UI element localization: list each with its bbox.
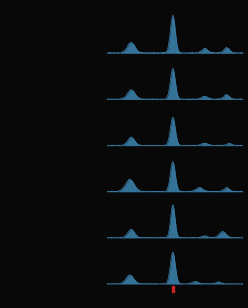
Bar [172, 286, 174, 292]
